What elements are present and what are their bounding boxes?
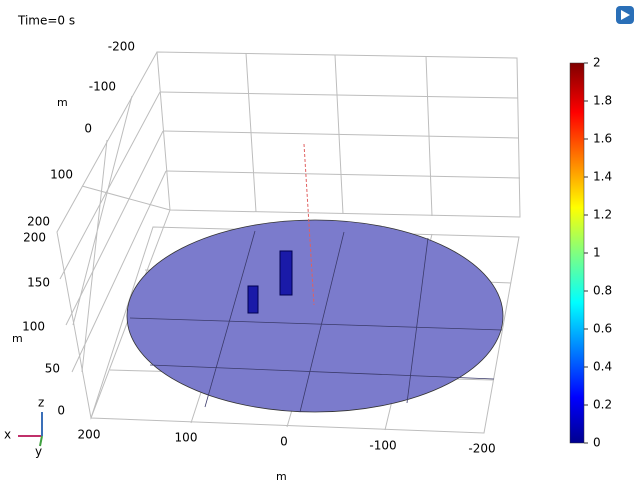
triad-y <box>39 435 43 447</box>
colorbar-label: 2 <box>593 56 601 70</box>
tick-label: 100 <box>50 168 73 182</box>
tick-label: 50 <box>45 362 60 376</box>
colorbar-label: 1.6 <box>593 132 612 146</box>
tick-label: 0 <box>57 404 65 418</box>
tick-label: 0 <box>84 122 92 136</box>
colorbar-label: 0.4 <box>593 360 612 374</box>
tick-label: 200 <box>78 428 101 442</box>
colorbar-label: 1.4 <box>593 170 612 184</box>
triad: x z y <box>4 396 44 459</box>
logo-glyph <box>621 10 630 20</box>
logo[interactable] <box>616 6 634 24</box>
probe-line <box>303 143 315 306</box>
colorbar-label: 1.8 <box>593 94 612 108</box>
tick-label: 100 <box>175 431 198 445</box>
tick-label: 200 <box>27 215 50 229</box>
tick-label: -200 <box>108 40 135 54</box>
disk-grid <box>129 230 503 413</box>
axis-unit: m <box>57 96 68 109</box>
block <box>247 285 259 314</box>
triad-z-label: z <box>38 396 44 410</box>
colorbar-label: 1.2 <box>593 208 612 222</box>
tick-label: 0 <box>280 435 288 449</box>
colorbar-label: 0.8 <box>593 284 612 298</box>
colorbar-label: 0.6 <box>593 322 612 336</box>
colorbar <box>569 62 585 444</box>
axis-unit: m <box>12 332 23 345</box>
colorbar-label: 0.2 <box>593 398 612 412</box>
tick-label: 200 <box>23 231 46 245</box>
axis-unit: m <box>276 470 287 480</box>
tick-label: -100 <box>369 439 396 453</box>
colorbar-label: 0 <box>593 436 601 450</box>
tick-label: -200 <box>468 442 495 456</box>
colorbar-label: 1 <box>593 246 601 260</box>
tick-label: 150 <box>27 276 50 290</box>
tick-label: 100 <box>22 320 45 334</box>
triad-x-label: x <box>4 428 11 442</box>
time-label: Time=0 s <box>17 14 75 28</box>
triad-y-label: y <box>35 445 42 459</box>
domain-disk <box>126 219 504 413</box>
tick-label: -100 <box>89 80 116 94</box>
block <box>279 250 293 296</box>
